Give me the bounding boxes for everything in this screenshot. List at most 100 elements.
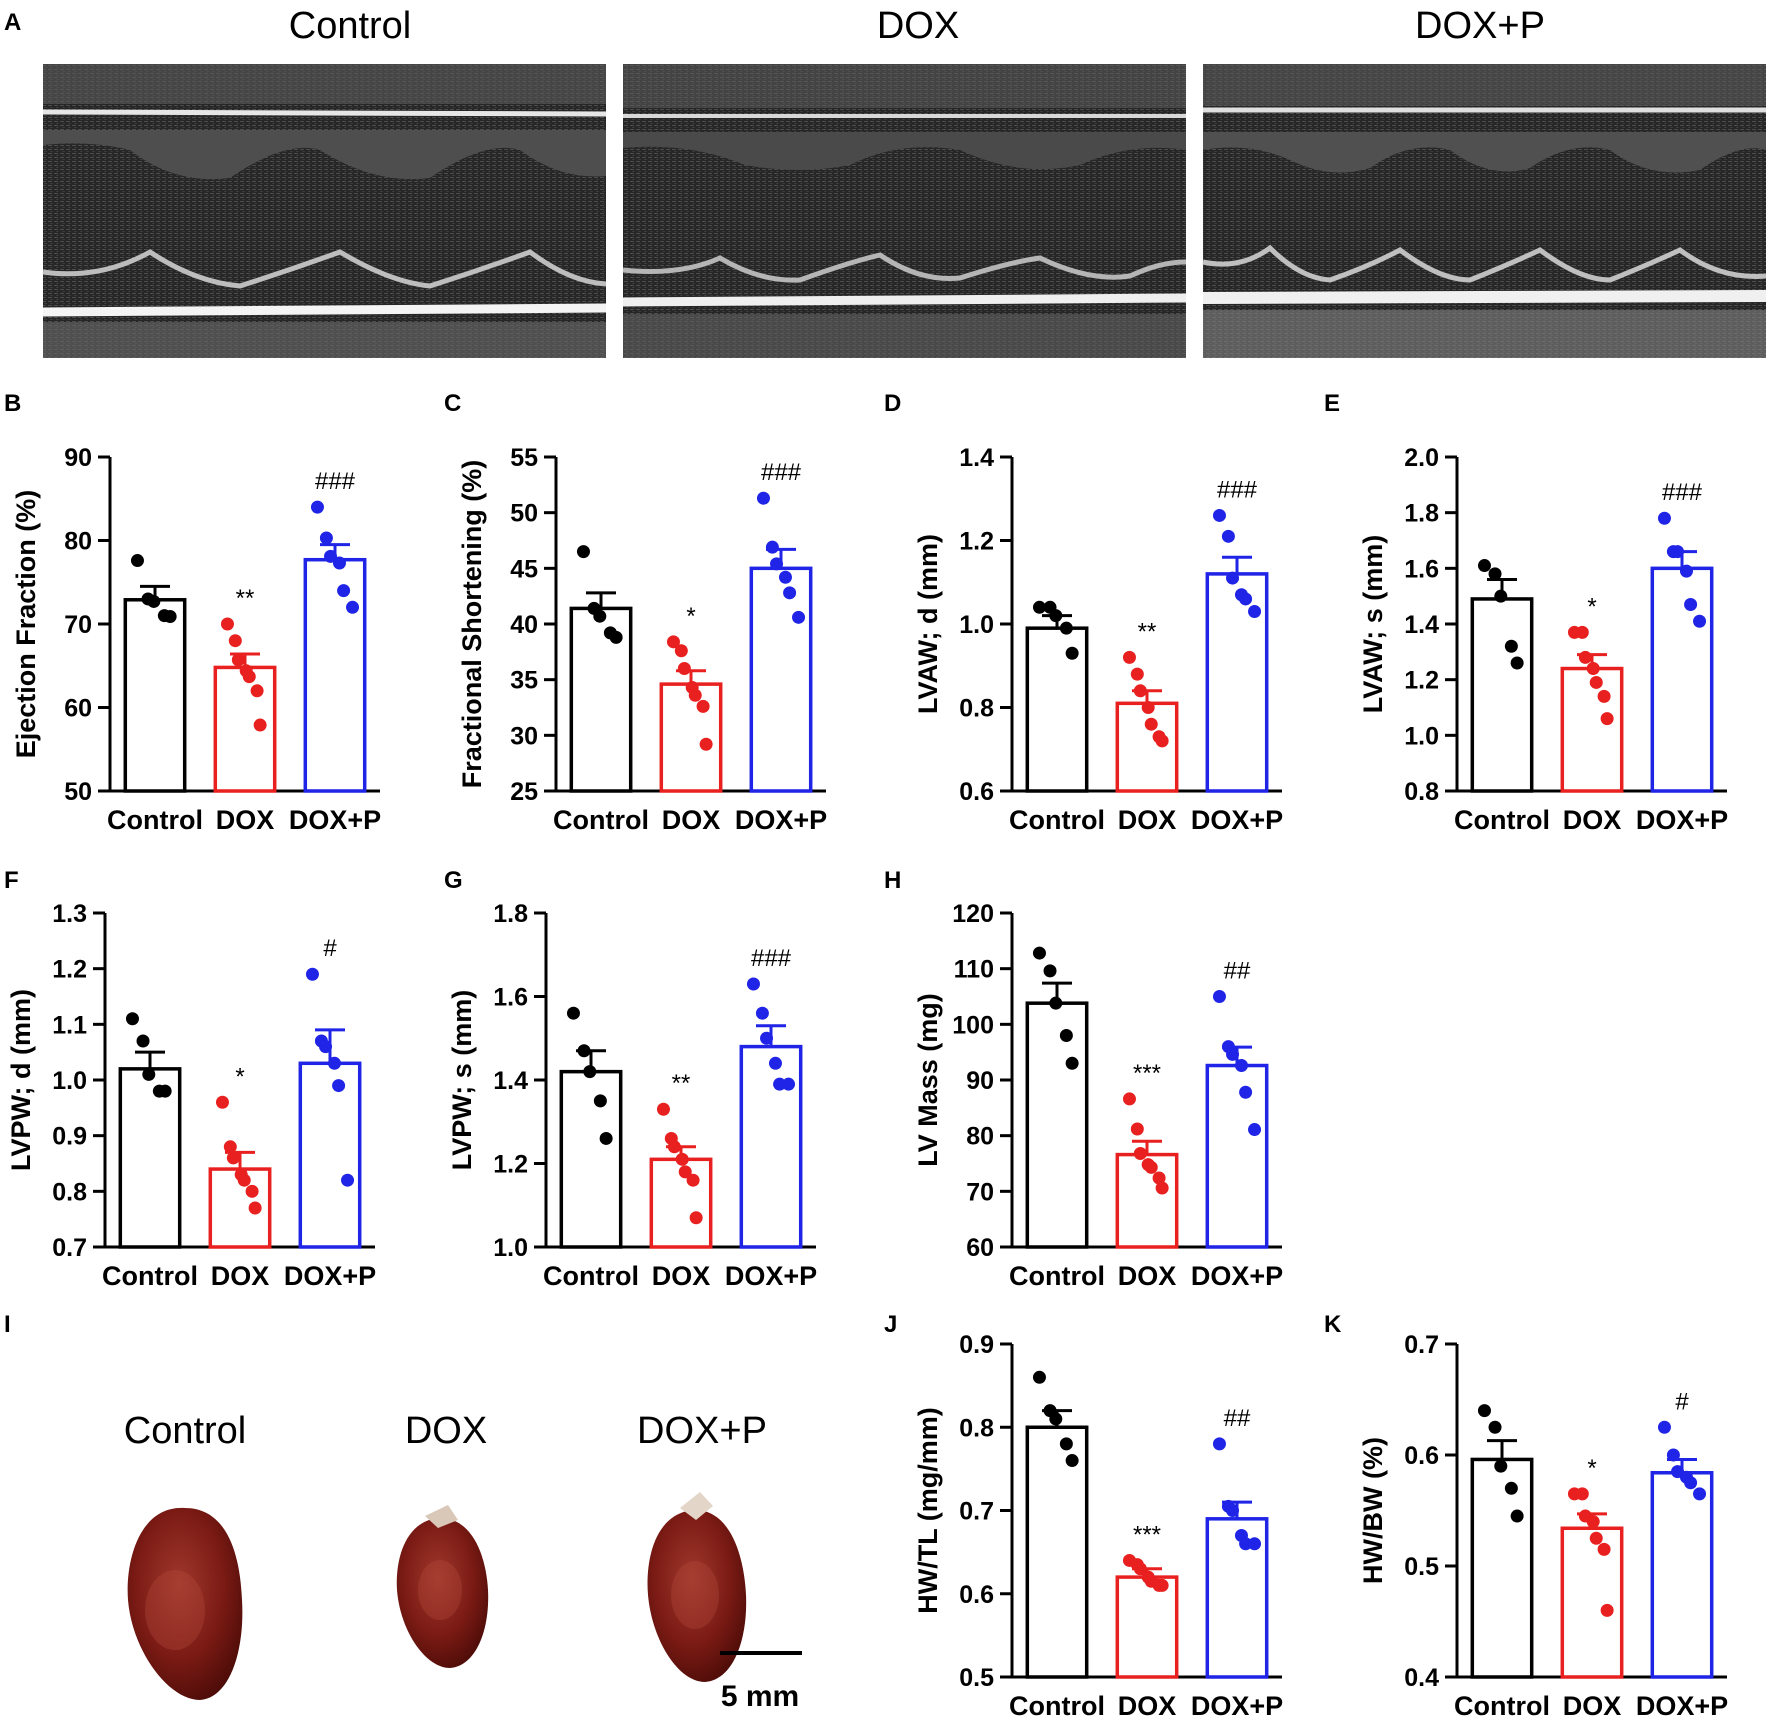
y-tick-label: 90 [966,1067,994,1095]
bar-dox-plusp [739,1044,803,1249]
y-tick-label: 80 [64,528,92,556]
y-tick-label: 80 [966,1123,994,1151]
data-point-control [1032,600,1046,614]
y-tick-label: 50 [510,500,538,528]
y-tick-label: 1.0 [52,1067,87,1095]
data-point-dox [248,1201,262,1215]
panel-label-e: E [1324,390,1340,417]
data-point-dox [237,1173,251,1187]
data-point-control [158,1084,172,1098]
bar-dox-plusp [298,1061,362,1249]
y-tick-label: 0.6 [959,1581,994,1609]
data-point-dox-plusp [782,1077,796,1091]
data-point-control [1488,1420,1502,1434]
data-point-control [566,1006,580,1020]
data-point-dox [1575,625,1589,639]
data-point-dox-plusp [1221,529,1235,543]
y-tick-label: 0.9 [959,1331,994,1359]
y-tick-label: 0.6 [959,778,994,806]
heart-photo-dox [396,1505,489,1668]
data-point-dox [678,1165,692,1179]
y-tick-label: 1.6 [493,984,528,1012]
data-point-control [1032,1370,1046,1384]
data-point-dox [1597,1542,1611,1556]
data-point-dox [656,1102,670,1116]
data-point-dox-plusp [768,1056,782,1070]
y-tick-label: 100 [952,1011,994,1039]
bar-dox-plusp [1650,1471,1714,1679]
data-point-control [1477,559,1491,573]
bar-dox-plusp [1650,566,1714,793]
data-point-dox [1133,1146,1147,1160]
x-category-label-control: Control [102,1261,198,1291]
data-point-control [1049,996,1063,1010]
data-point-dox [696,699,710,713]
y-tick-label: 30 [510,722,538,750]
y-tick-label: 1.2 [52,956,87,984]
bar-dox-plusp [303,557,367,793]
y-tick-label: 0.9 [52,1123,87,1151]
data-point-dox-plusp [1248,1537,1262,1551]
y-tick-label: 1.0 [959,611,994,639]
panel-label-k: K [1324,1311,1342,1338]
x-category-label-dox-plusp: DOX+P [284,1261,376,1291]
data-point-dox [1589,675,1603,689]
x-category-label-control: Control [107,805,203,835]
x-category-label-dox: DOX [662,805,721,835]
y-tick-label: 70 [966,1178,994,1206]
y-axis-label: Fractional Shortening (%) [457,460,487,789]
data-point-dox-plusp [1684,598,1698,612]
data-point-dox [250,684,264,698]
x-category-label-dox: DOX [652,1261,711,1291]
y-tick-label: 2.0 [1404,444,1439,472]
data-point-dox [1144,1160,1158,1174]
data-point-dox [1144,717,1158,731]
y-axis-label: LV Mass (mg) [913,993,943,1167]
data-point-dox [666,635,680,649]
data-point-control [1065,1454,1079,1468]
bar-dox [213,665,277,793]
panel-label-d: D [884,390,901,417]
data-point-dox-plusp [760,1031,774,1045]
data-point-dox [1589,1531,1603,1545]
y-tick-label: 0.8 [959,695,994,723]
data-point-dox-plusp [1234,1059,1248,1073]
y-tick-label: 1.1 [52,1011,87,1039]
x-category-label-control: Control [1454,1691,1550,1721]
data-point-dox-plusp [319,1040,333,1054]
data-point-dox [245,1184,259,1198]
data-point-dox-plusp [1239,1085,1253,1099]
data-point-control [1494,589,1508,603]
data-point-control [1059,1028,1073,1042]
data-point-dox [1122,650,1136,664]
x-category-label-control: Control [553,805,649,835]
data-point-control [1494,1459,1508,1473]
significance-annotation-dox: * [1587,593,1596,620]
y-tick-label: 1.4 [493,1067,528,1095]
data-point-dox-plusp [1693,614,1707,628]
significance-annotation-dox-plusp: ### [751,945,792,972]
y-tick-label: 1.0 [1404,722,1439,750]
y-tick-label: 70 [64,611,92,639]
data-point-control [1488,567,1502,581]
y-axis-label: HW/TL (mg/mm) [913,1407,943,1613]
bar-control [1470,1457,1534,1679]
x-category-label-dox-plusp: DOX+P [735,805,827,835]
data-point-dox [1578,650,1592,664]
bar-chart-k: K 0.4 0.5 0.6 0.7 HW/BW (%) Control * DOX # DOX+P [1324,1311,1728,1721]
panel-label-g: G [444,867,463,894]
bar-control [118,1067,182,1249]
y-tick-label: 0.5 [1404,1553,1439,1581]
mmode-image-dox-p: DOX+P [1202,5,1767,358]
significance-annotation-dox: * [235,1063,244,1090]
y-tick-label: 0.7 [959,1498,994,1526]
data-point-control [1059,1437,1073,1451]
data-point-control [1065,646,1079,660]
significance-annotation-dox-plusp: # [1675,1388,1689,1415]
panel-label-h: H [884,867,901,894]
data-point-control [1065,1056,1079,1070]
data-point-dox [1586,662,1600,676]
data-point-control [1043,964,1057,978]
panel-label-b: B [4,390,21,417]
